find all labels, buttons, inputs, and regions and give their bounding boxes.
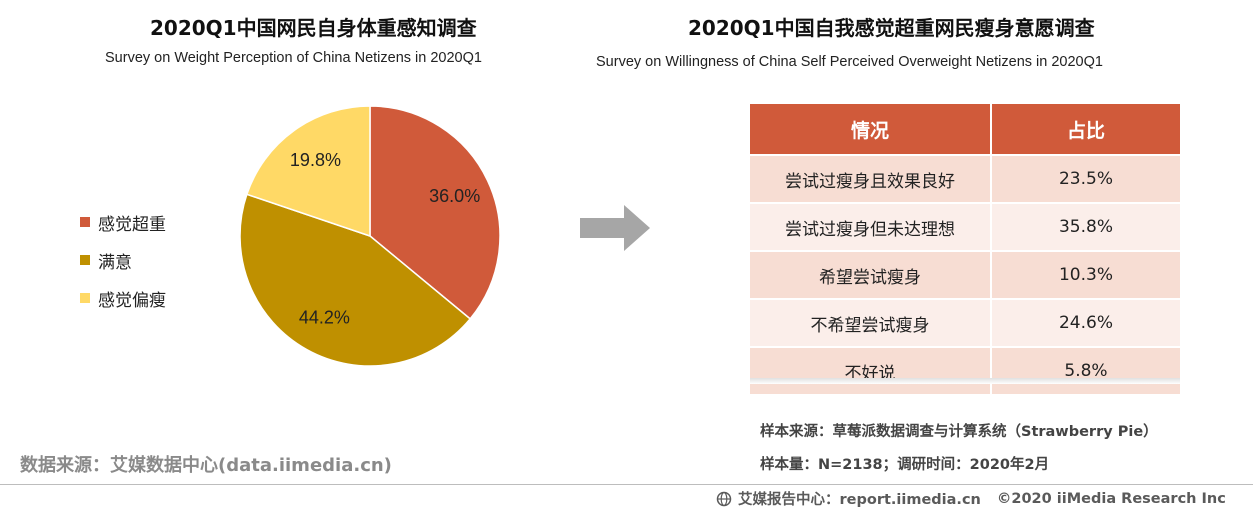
table-cell: 不好说 [750, 346, 992, 394]
pie-slice [239, 193, 472, 367]
footer: 艾媒报告中心：report.iimedia.cn ©2020 iiMedia R… [716, 488, 1226, 509]
table-cell: 10.3% [991, 250, 1180, 299]
sample-size-note: 样本量：N=2138；调研时间：2020年2月 [760, 457, 1050, 473]
table-header-cell: 占比 [991, 104, 1180, 155]
table-shadow [750, 378, 1180, 384]
legend-label: 感觉偏瘦 [98, 290, 166, 311]
pie-slice-label: 36.0% [429, 186, 480, 206]
pie-chart-subtitle: Survey on Weight Perception of China Net… [105, 50, 482, 66]
globe-icon [716, 491, 732, 506]
footer-copyright: ©2020 iiMedia Research Inc [996, 490, 1226, 507]
legend-item: 感觉超重 [80, 203, 166, 241]
legend-swatch [80, 255, 90, 265]
table-row: 尝试过瘦身且效果良好 23.5% [750, 154, 1180, 203]
pie-slice [245, 105, 371, 238]
table-title: 2020Q1中国自我感觉超重网民瘦身意愿调查 [688, 16, 1095, 40]
table-cell: 35.8% [991, 202, 1180, 251]
sample-source-note: 样本来源：草莓派数据调查与计算系统（Strawberry Pie） [760, 424, 1158, 440]
table-subtitle: Survey on Willingness of China Self Perc… [596, 54, 1103, 70]
legend-item: 感觉偏瘦 [80, 279, 166, 317]
arrow-right-icon [580, 205, 650, 251]
footer-site: 艾媒报告中心：report.iimedia.cn [738, 492, 981, 508]
table-cell: 尝试过瘦身但未达理想 [750, 202, 992, 251]
table-row: 希望尝试瘦身 10.3% [750, 250, 1180, 299]
table-header-row: 情况 占比 [750, 104, 1180, 155]
legend-swatch [80, 217, 90, 227]
pie-chart: 36.0% 44.2% 19.8% [239, 105, 501, 367]
pie-chart-title: 2020Q1中国网民自身体重感知调查 [150, 16, 477, 40]
table-cell: 5.8% [991, 346, 1180, 394]
pie-slice [369, 105, 501, 320]
legend-label: 感觉超重 [98, 214, 166, 235]
table-cell: 希望尝试瘦身 [750, 250, 992, 299]
data-source-note: 数据来源：艾媒数据中心(data.iimedia.cn) [20, 455, 392, 476]
pie-slice-label: 19.8% [290, 150, 341, 170]
willingness-table: 情况 占比 尝试过瘦身且效果良好 23.5% 尝试过瘦身但未达理想 35.8% … [750, 104, 1180, 394]
table-cell: 23.5% [991, 154, 1180, 203]
table-row: 尝试过瘦身但未达理想 35.8% [750, 202, 1180, 251]
table-row: 不好说 5.8% [750, 346, 1180, 394]
legend-swatch [80, 293, 90, 303]
legend-label: 满意 [98, 252, 132, 273]
table-cell: 不希望尝试瘦身 [750, 298, 992, 347]
table-cell: 尝试过瘦身且效果良好 [750, 154, 992, 203]
legend-item: 满意 [80, 241, 166, 279]
table-row: 不希望尝试瘦身 24.6% [750, 298, 1180, 347]
pie-slice-label: 44.2% [299, 308, 350, 328]
pie-legend: 感觉超重满意感觉偏瘦 [80, 203, 166, 317]
table-header-cell: 情况 [750, 104, 992, 155]
table-cell: 24.6% [991, 298, 1180, 347]
footer-divider [0, 484, 1253, 485]
